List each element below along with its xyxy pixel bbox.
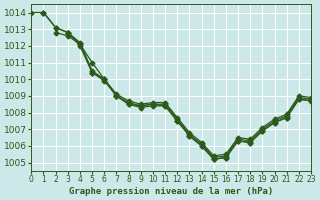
X-axis label: Graphe pression niveau de la mer (hPa): Graphe pression niveau de la mer (hPa) — [69, 187, 273, 196]
